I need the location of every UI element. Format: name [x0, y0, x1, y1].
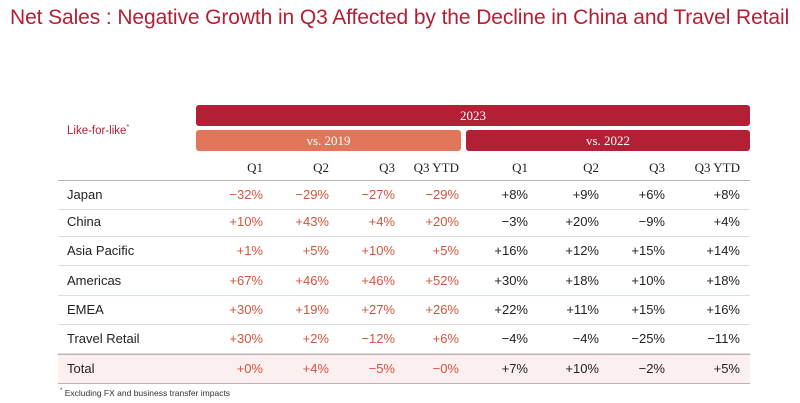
cell-vs-2022: +15% [631, 243, 665, 258]
cell-vs-2022: −11% [707, 331, 740, 346]
cell-vs-2022: +11% [566, 302, 599, 317]
cell-vs-2019: +4% [302, 361, 329, 376]
cell-vs-2019: +43% [295, 214, 329, 229]
band-vs-2022: vs. 2022 [466, 130, 750, 151]
cell-vs-2019: −12% [361, 331, 395, 346]
cell-vs-2019: +10% [229, 214, 263, 229]
cell-vs-2022: +16% [706, 302, 740, 317]
cell-vs-2019: +19% [295, 302, 329, 317]
table-row: Asia Pacific +1% +5% +10% +5% +16% +12% +15% +14… [58, 237, 750, 266]
cell-vs-2022: +10% [631, 273, 665, 288]
page-title: Net Sales : Negative Growth in Q3 Affect… [10, 6, 790, 29]
cell-vs-2019: +46% [295, 273, 329, 288]
cell-vs-2019: +20% [425, 214, 459, 229]
cell-vs-2022: +30% [494, 273, 528, 288]
cell-vs-2022: +15% [631, 302, 665, 317]
cell-vs-2019: +5% [302, 243, 329, 258]
cell-vs-2019: +30% [229, 302, 263, 317]
cell-vs-2019: +30% [229, 331, 263, 346]
footnote-marker: * [60, 388, 63, 395]
column-header: Q3 YTD [694, 160, 740, 175]
row-label: Total [67, 361, 95, 376]
cell-vs-2019: +0% [236, 361, 263, 376]
band-vs-2019: vs. 2019 [196, 130, 461, 151]
cell-vs-2022: +4% [713, 214, 740, 229]
cell-vs-2022: +8% [713, 187, 740, 202]
cell-vs-2022: +6% [638, 187, 665, 202]
cell-vs-2019: +1% [236, 243, 263, 258]
cell-vs-2022: −25% [631, 331, 665, 346]
table-row: Travel Retail +30% +2% −12% +6% −4% −4% −25% −11… [58, 325, 750, 354]
cell-vs-2022: −9% [638, 214, 665, 229]
cell-vs-2022: +18% [706, 273, 740, 288]
cell-vs-2022: +8% [501, 187, 528, 202]
footnote: * Excluding FX and business transfer imp… [60, 388, 230, 398]
row-label: EMEA [67, 302, 104, 317]
cell-vs-2022: −2% [638, 361, 665, 376]
cell-vs-2022: +9% [572, 187, 599, 202]
cell-vs-2022: +20% [565, 214, 599, 229]
column-header: Q2 [313, 160, 329, 175]
row-label: Asia Pacific [67, 243, 135, 258]
cell-vs-2019: +46% [361, 273, 395, 288]
cell-vs-2019: −29% [295, 187, 329, 202]
cell-vs-2022: +7% [501, 361, 528, 376]
cell-vs-2022: +5% [713, 361, 740, 376]
cell-vs-2019: +67% [229, 273, 263, 288]
column-header: Q3 YTD [413, 160, 459, 175]
cell-vs-2019: +2% [302, 331, 329, 346]
cell-vs-2022: −4% [572, 331, 599, 346]
column-header: Q1 [247, 160, 263, 175]
cell-vs-2022: +16% [494, 243, 528, 258]
cell-vs-2022: +18% [565, 273, 599, 288]
column-header: Q1 [512, 160, 528, 175]
like-for-like-marker: * [126, 124, 130, 131]
cell-vs-2022: +22% [494, 302, 528, 317]
total-row: Total +0% +4% −5% −0% +7% +10% −2% +5% [58, 354, 750, 384]
cell-vs-2022: +12% [565, 243, 599, 258]
row-label: Travel Retail [67, 331, 140, 346]
table-row: China +10% +43% +4% +20% −3% +20% −9% +4% [58, 208, 750, 237]
row-label: China [67, 214, 101, 229]
table-row: Americas +67% +46% +46% +52% +30% +18% +10% +18% [58, 267, 750, 296]
cell-vs-2019: +27% [361, 302, 395, 317]
band-year-2023: 2023 [196, 105, 750, 126]
like-for-like-text: Like-for-like [67, 124, 127, 137]
column-header: Q3 [649, 160, 665, 175]
cell-vs-2022: +10% [565, 361, 599, 376]
cell-vs-2022: −3% [501, 214, 528, 229]
cell-vs-2019: +6% [432, 331, 459, 346]
cell-vs-2022: −4% [501, 331, 528, 346]
cell-vs-2022: +14% [706, 243, 740, 258]
footnote-text: Excluding FX and business transfer impac… [62, 388, 231, 398]
column-header: Q2 [583, 160, 599, 175]
cell-vs-2019: −29% [425, 187, 459, 202]
like-for-like-label: Like-for-like* [67, 124, 129, 137]
cell-vs-2019: +4% [368, 214, 395, 229]
row-label: Americas [67, 273, 122, 288]
cell-vs-2019: −0% [432, 361, 459, 376]
row-label: Japan [67, 187, 103, 202]
cell-vs-2019: +52% [425, 273, 459, 288]
cell-vs-2019: −32% [229, 187, 263, 202]
cell-vs-2019: +5% [432, 243, 459, 258]
table-row: EMEA +30% +19% +27% +26% +22% +11% +15% +16% [58, 296, 750, 325]
cell-vs-2019: +10% [361, 243, 395, 258]
column-header: Q3 [379, 160, 395, 175]
table-row: Japan −32% −29% −27% −29% +8% +9% +6% +8% [58, 180, 750, 210]
cell-vs-2019: −5% [368, 361, 395, 376]
cell-vs-2019: −27% [361, 187, 395, 202]
cell-vs-2019: +26% [425, 302, 459, 317]
